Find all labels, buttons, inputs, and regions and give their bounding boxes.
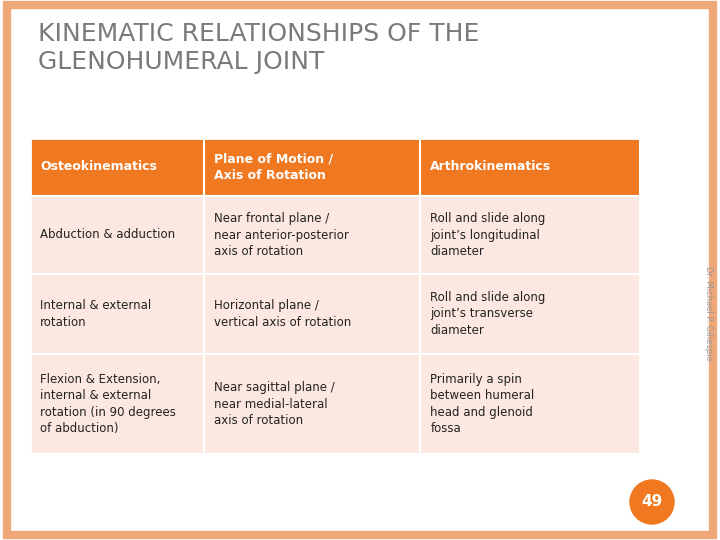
Text: Near frontal plane /
near anterior-posterior
axis of rotation: Near frontal plane / near anterior-poste… (214, 212, 348, 258)
Bar (30, 138, 204, 196)
Text: Roll and slide along
joint’s transverse
diameter: Roll and slide along joint’s transverse … (431, 291, 546, 337)
Text: Internal & external
rotation: Internal & external rotation (40, 299, 151, 329)
Bar (204, 138, 420, 196)
Text: Flexion & Extension,
internal & external
rotation (in 90 degrees
of abduction): Flexion & Extension, internal & external… (40, 373, 176, 435)
Bar (420, 274, 640, 354)
Bar (204, 274, 420, 354)
Text: Horizontal plane /
vertical axis of rotation: Horizontal plane / vertical axis of rota… (214, 299, 351, 329)
Bar (204, 354, 420, 454)
Text: 49: 49 (642, 495, 662, 510)
Bar (420, 138, 640, 196)
Bar (204, 196, 420, 274)
Text: Osteokinematics: Osteokinematics (40, 160, 157, 173)
Bar (30, 274, 204, 354)
Text: Abduction & adduction: Abduction & adduction (40, 228, 175, 241)
Text: GLENOHUMERAL JOINT: GLENOHUMERAL JOINT (38, 50, 325, 74)
Text: Arthrokinematics: Arthrokinematics (431, 160, 552, 173)
Bar (30, 196, 204, 274)
Bar (30, 354, 204, 454)
Bar (420, 196, 640, 274)
Circle shape (630, 480, 674, 524)
Bar (420, 354, 640, 454)
Text: KINEMATIC RELATIONSHIPS OF THE: KINEMATIC RELATIONSHIPS OF THE (38, 22, 480, 46)
Text: Plane of Motion /
Axis of Rotation: Plane of Motion / Axis of Rotation (214, 152, 333, 182)
Text: Dr. Michael P. Gillespie: Dr. Michael P. Gillespie (703, 266, 713, 361)
Bar (30, 138, 640, 454)
Text: Near sagittal plane /
near medial-lateral
axis of rotation: Near sagittal plane / near medial-latera… (214, 381, 335, 427)
Text: Primarily a spin
between humeral
head and glenoid
fossa: Primarily a spin between humeral head an… (431, 373, 535, 435)
Text: Roll and slide along
joint’s longitudinal
diameter: Roll and slide along joint’s longitudina… (431, 212, 546, 258)
